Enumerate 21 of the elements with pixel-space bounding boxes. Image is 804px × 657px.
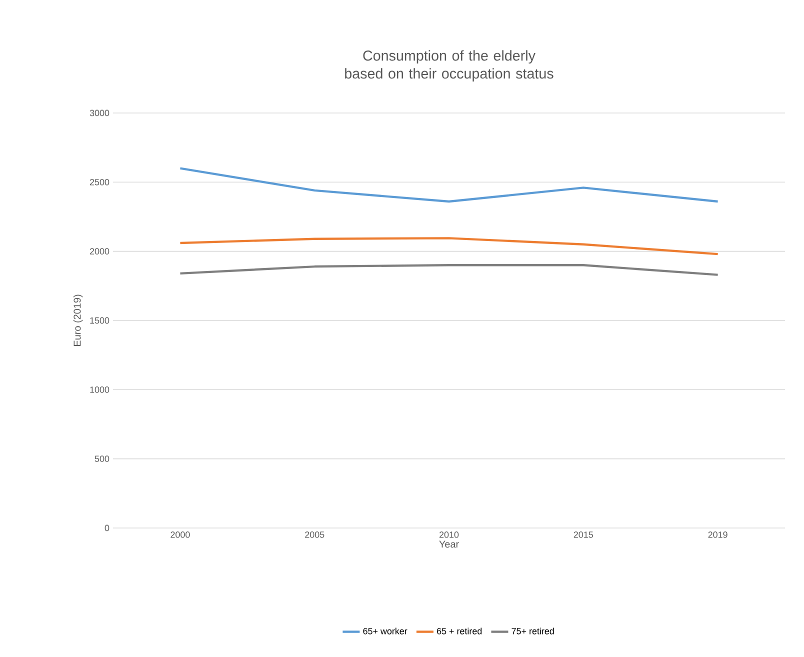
- x-tick-label: 2005: [305, 532, 324, 538]
- x-tick-label: 2010: [439, 532, 459, 538]
- y-tick-label: 1500: [90, 317, 110, 324]
- y-tick-label: 1000: [90, 386, 110, 393]
- x-tick-label: 2015: [574, 532, 593, 538]
- y-tick-label: 2500: [90, 178, 110, 186]
- line-series: [179, 167, 719, 203]
- y-tick-label: 3000: [90, 110, 110, 116]
- chart-title: Consumption of the elderly based on their occupation status: [345, 50, 554, 82]
- legend-label: 75+ retired: [512, 628, 554, 634]
- x-tick-label: 2000: [170, 532, 190, 538]
- y-tick-label: 500: [94, 456, 110, 462]
- x-tick-label: 2019: [708, 532, 728, 538]
- y-axis-title: Euro (2019): [73, 294, 83, 346]
- line-series: [179, 237, 719, 256]
- legend-label: 65+ worker: [363, 628, 408, 634]
- line-series: [179, 264, 719, 276]
- y-tick-label: 0: [104, 524, 110, 532]
- legend-label: 65 + retired: [437, 628, 482, 634]
- y-tick-label: 2000: [90, 248, 110, 254]
- x-axis-title: Year: [439, 540, 459, 548]
